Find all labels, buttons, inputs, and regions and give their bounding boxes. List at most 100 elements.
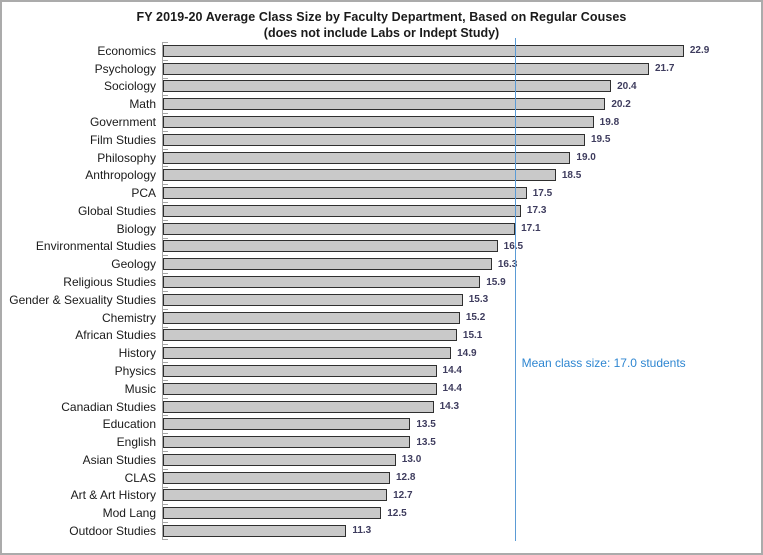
bar-row: Sociology 20.4 [2,77,745,96]
bar [163,240,498,253]
chart-subtitle: (does not include Labs or Indept Study) [263,26,500,40]
category-label: CLAS [124,470,156,485]
category-label: Chemistry [101,310,156,325]
value-label: 16.5 [503,240,524,252]
category-label: Physics [114,363,156,378]
bar-row: Philosophy 19.0 [2,148,745,167]
value-label: 13.0 [401,454,422,466]
category-label: Biology [116,221,156,236]
value-label: 18.5 [561,169,582,181]
bar-row: Biology 17.1 [2,219,745,238]
bar-row: CLAS 12.8 [2,468,745,487]
bar-row: Outdoor Studies 11.3 [2,522,745,540]
bar [163,98,606,111]
bar-track: 15.1 [162,326,745,345]
bar-track: 14.4 [162,362,745,380]
plot-area: Economics 22.9 Psychology 21.7 Sociology 20.4… [2,42,745,540]
bar [163,293,463,306]
bar-row: Gender & Sexuality Studies 15.3 [2,290,745,309]
value-label: 15.9 [486,276,506,288]
category-label: Economics [97,43,156,58]
category-label: Psychology [94,61,156,76]
bar-track: 12.5 [162,504,745,523]
category-label: Government [89,115,156,130]
category-label: English [116,435,156,450]
value-label: 20.4 [617,80,637,92]
category-label: Asian Studies [82,452,156,467]
bar-row: Religious Studies 15.9 [2,273,745,291]
mean-annotation: Mean class size: 17.0 students [521,356,686,370]
category-label: Education [102,417,156,432]
bar [163,133,585,146]
bar [163,364,437,377]
bar-track: 18.5 [162,166,745,185]
bar-track: 13.0 [162,450,745,469]
category-label: African Studies [75,328,156,343]
bar [163,418,411,431]
bar-track: 14.9 [162,344,745,363]
bar [163,382,437,395]
category-label: Art & Art History [70,488,156,503]
bar-row: English 13.5 [2,433,745,451]
bar-row: Mod Lang 12.5 [2,504,745,523]
bar-track: 14.4 [162,379,745,398]
bar-track: 17.1 [162,219,745,238]
bar-row: Art & Art History 12.7 [2,486,745,505]
bar [163,62,649,75]
bar-row: Environmental Studies 16.5 [2,237,745,256]
bar-row: Economics 22.9 [2,42,745,60]
value-label: 15.2 [465,312,486,324]
bar [163,347,452,360]
category-label: Philosophy [97,150,156,165]
value-label: 19.8 [599,116,620,128]
category-label: Music [124,381,156,396]
bar-track: 20.4 [162,77,745,96]
bar-track: 19.8 [162,113,745,131]
category-label: Canadian Studies [61,399,156,414]
category-label: Mod Lang [102,506,156,521]
category-label: Sociology [103,79,156,94]
value-label: 14.9 [457,347,477,359]
category-label: History [118,346,156,361]
bar-row: African Studies 15.1 [2,326,745,345]
category-label: Environmental Studies [35,239,156,254]
bar-track: 17.5 [162,184,745,203]
bar-track: 13.5 [162,415,745,434]
bar [163,80,612,93]
bar [163,489,388,502]
bar [163,524,347,537]
category-label: Film Studies [89,132,156,147]
category-label: Gender & Sexuality Studies [9,292,156,307]
value-label: 14.3 [439,401,460,413]
bar [163,436,411,449]
bar-row: Chemistry 15.2 [2,308,745,327]
bar-row: Government 19.8 [2,113,745,131]
bar [163,151,571,164]
value-label: 12.5 [387,507,407,519]
bar-track: 11.3 [162,522,745,540]
bar-track: 22.9 [162,42,745,60]
bar-track: 13.5 [162,433,745,451]
bar [163,471,390,484]
bar [163,187,527,200]
bar-track: 16.5 [162,237,745,256]
value-label: 17.1 [521,223,541,235]
bar [163,400,434,413]
bar [163,222,516,235]
bar-row: PCA 17.5 [2,184,745,203]
bar-track: 19.5 [162,130,745,149]
mean-line [514,38,517,541]
bar [163,329,457,342]
bar [163,276,481,289]
category-label: Geology [111,257,156,272]
bar [163,507,382,520]
value-label: 14.4 [442,365,462,377]
bar-track: 14.3 [162,397,745,416]
category-label: Religious Studies [63,275,156,290]
bar-row: History 14.9 [2,344,745,363]
category-label: PCA [131,186,156,201]
chart-title: FY 2019-20 Average Class Size by Faculty… [136,10,627,24]
bar-track: 15.2 [162,308,745,327]
bar-track: 17.3 [162,202,745,220]
value-label: 12.7 [393,489,413,501]
